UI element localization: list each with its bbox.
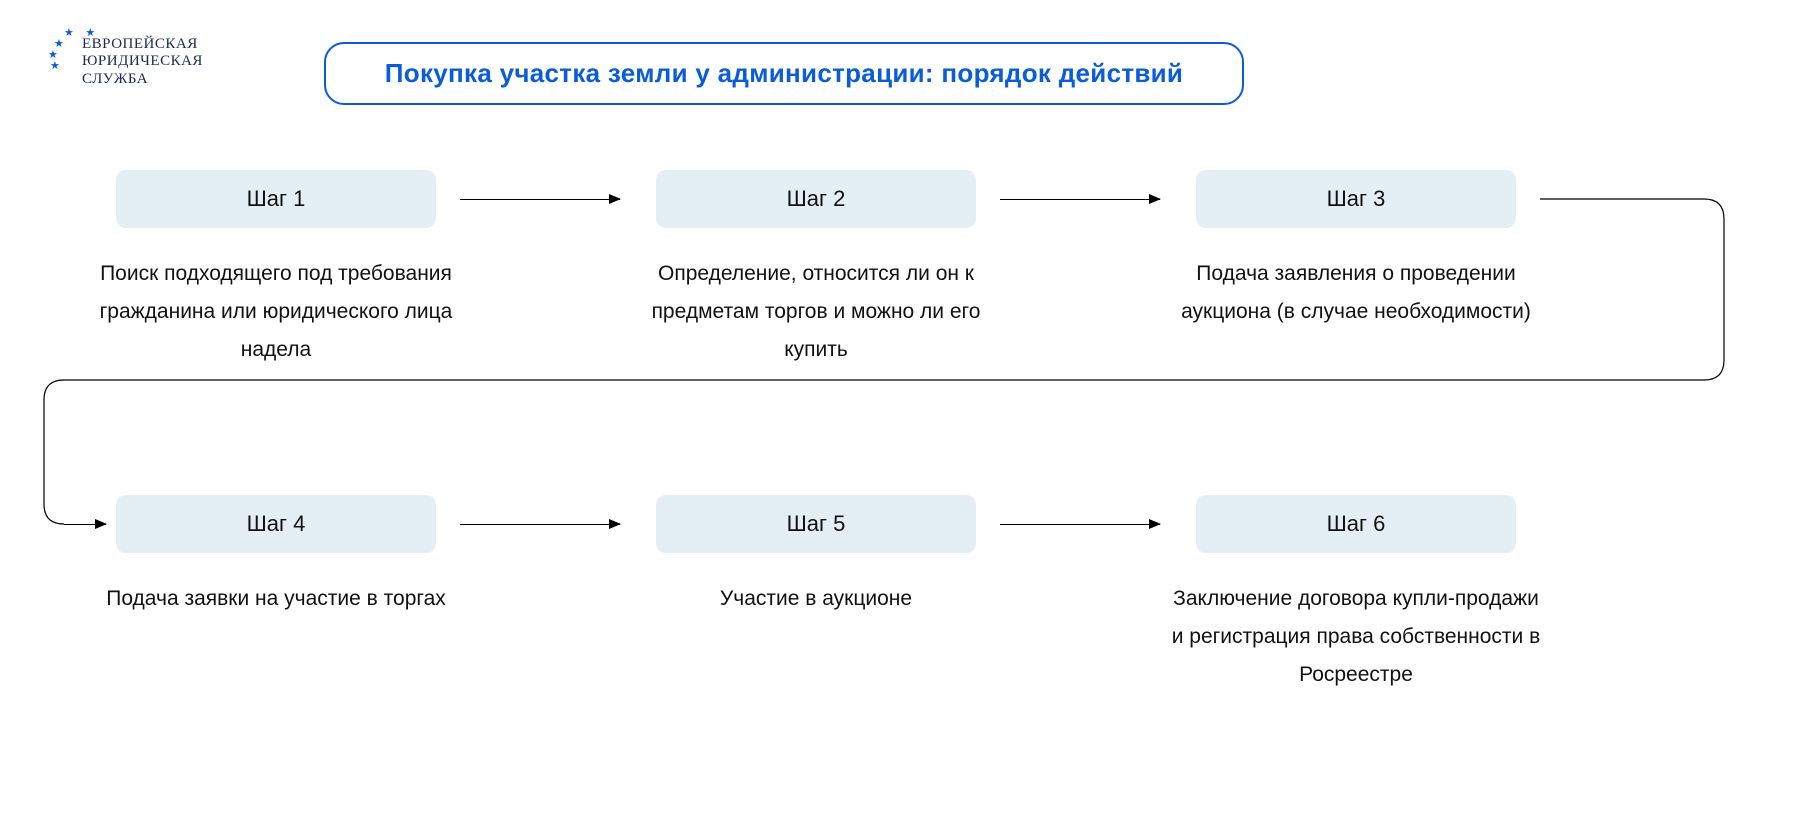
logo-line-3: СЛУЖБА (82, 71, 203, 88)
logo: ★ ★ ★ ★ ★ ЕВРОПЕЙСКАЯ ЮРИДИЧЕСКАЯ СЛУЖБА (58, 36, 203, 88)
logo-text: ЕВРОПЕЙСКАЯ ЮРИДИЧЕСКАЯ СЛУЖБА (82, 36, 203, 88)
logo-stars: ★ ★ ★ ★ ★ (50, 28, 97, 72)
logo-line-1: ЕВРОПЕЙСКАЯ (82, 36, 203, 53)
title-box: Покупка участка земли у администрации: п… (324, 42, 1244, 105)
wrap-connector (0, 170, 1800, 790)
logo-line-2: ЮРИДИЧЕСКАЯ (82, 53, 203, 70)
title-text: Покупка участка земли у администрации: п… (385, 58, 1183, 88)
flowchart: Шаг 1 Шаг 2 Шаг 3 Поиск подходящего под … (0, 170, 1800, 790)
